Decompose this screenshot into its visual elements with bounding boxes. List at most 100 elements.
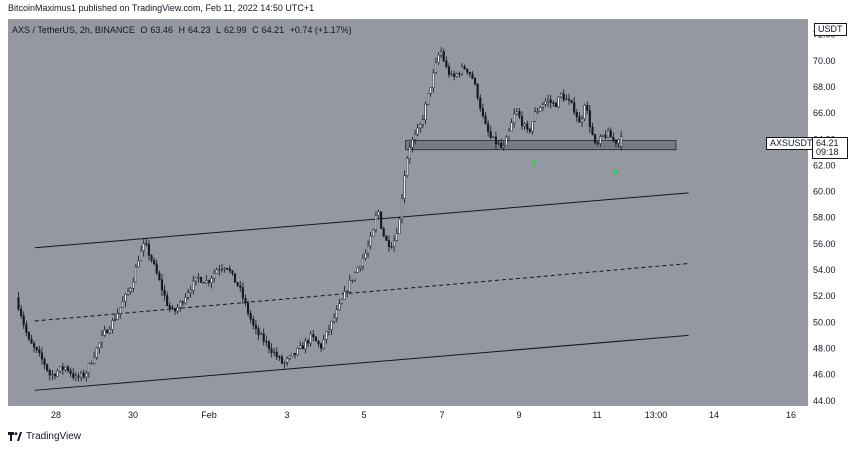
candle-body: [317, 340, 320, 345]
candle-body: [307, 340, 310, 344]
candle-body: [265, 340, 268, 343]
plot-background: [8, 19, 808, 406]
candle-body: [192, 280, 195, 291]
x-tick-label: 14: [709, 410, 719, 420]
candle-body: [241, 287, 244, 299]
candle-body: [194, 277, 197, 282]
candle-body: [567, 98, 571, 101]
candle-body: [617, 139, 620, 144]
candle-body: [173, 308, 177, 312]
candles-layer: [17, 47, 623, 382]
candle-body: [348, 280, 351, 293]
candle-body: [560, 93, 563, 98]
candle-body: [160, 279, 164, 291]
low-value: 62.99: [224, 25, 247, 35]
candle-body: [314, 336, 317, 342]
candle-body: [353, 272, 357, 281]
candle-body: [187, 292, 190, 298]
candle-body: [153, 260, 156, 265]
y-tick-label: 44.00: [813, 396, 836, 406]
candle-body: [66, 366, 70, 371]
candle-body: [322, 339, 325, 349]
candle-body: [510, 122, 513, 132]
symbol-label[interactable]: AXS / TetherUS, 2h, BINANCE: [12, 25, 135, 35]
candle-body: [304, 340, 307, 350]
candle-body: [335, 309, 338, 319]
currency-label[interactable]: USDT: [814, 23, 847, 36]
candle-body: [382, 228, 385, 237]
candle-body: [244, 297, 247, 304]
candle-body: [398, 218, 401, 234]
candle-body: [458, 73, 461, 75]
candle-body: [226, 268, 229, 270]
candle-body: [424, 103, 427, 120]
y-tick-label: 50.00: [813, 317, 836, 327]
candle-body: [570, 99, 573, 103]
candle-body: [536, 111, 539, 113]
y-tick-label: 62.00: [813, 160, 836, 170]
candle-body: [64, 366, 67, 370]
candle-body: [147, 244, 150, 256]
candle-body: [471, 73, 474, 79]
support-markers-layer: [532, 160, 619, 174]
candle-body: [408, 146, 411, 159]
candle-body: [56, 370, 59, 377]
candle-body: [518, 111, 521, 117]
candle-body: [356, 267, 359, 273]
candle-body: [179, 301, 182, 308]
candle-body: [594, 134, 597, 143]
candle-body: [406, 158, 409, 176]
candle-body: [544, 101, 547, 105]
tradingview-footer[interactable]: TradingView: [8, 431, 81, 442]
candle-body: [445, 60, 448, 67]
low-key: L: [216, 25, 222, 35]
support-zone-layer: [405, 140, 677, 151]
candle-body: [340, 299, 344, 304]
x-axis-ticks: 28 30 Feb 3 5 7 9 11 13:00 14 16: [51, 410, 796, 420]
candle-body: [59, 366, 62, 372]
candle-body: [189, 290, 192, 293]
tradingview-logo-icon: [8, 432, 22, 441]
candle-body: [51, 373, 54, 376]
candle-body: [380, 211, 383, 229]
candle-body: [270, 348, 273, 353]
candle-body: [390, 246, 393, 248]
candle-body: [100, 335, 104, 344]
candle-body: [309, 333, 312, 344]
candle-body: [620, 136, 623, 147]
candle-body: [273, 351, 276, 354]
candle-body: [205, 280, 208, 284]
candle-body: [142, 243, 145, 252]
candle-body: [288, 355, 291, 359]
y-tick-label: 56.00: [813, 239, 836, 249]
x-tick-label: 30: [128, 410, 138, 420]
candle-body: [53, 373, 57, 377]
candle-body: [591, 126, 594, 135]
candle-body: [116, 313, 119, 320]
channel-lower-line: [34, 334, 689, 391]
candle-body: [103, 329, 106, 336]
x-tick-label: 28: [51, 410, 61, 420]
candle-body: [119, 307, 122, 314]
candle-body: [61, 366, 64, 370]
candle-body: [150, 255, 153, 261]
candle-body: [460, 66, 464, 75]
candle-body: [93, 357, 96, 364]
candle-body: [614, 139, 617, 144]
candle-body: [220, 268, 224, 271]
candle-body: [121, 301, 124, 308]
candle-body: [468, 71, 471, 75]
y-tick-label: 54.00: [813, 265, 836, 275]
candle-body: [252, 319, 255, 326]
candle-body: [85, 372, 88, 378]
candle-body: [129, 287, 132, 292]
y-tick-label: 46.00: [813, 370, 836, 380]
candle-body: [429, 87, 432, 94]
candle-body: [46, 364, 49, 371]
candle-body: [440, 51, 443, 56]
candle-body: [586, 105, 589, 111]
candle-body: [604, 134, 607, 138]
candle-body: [395, 233, 398, 241]
candle-body: [494, 136, 497, 145]
